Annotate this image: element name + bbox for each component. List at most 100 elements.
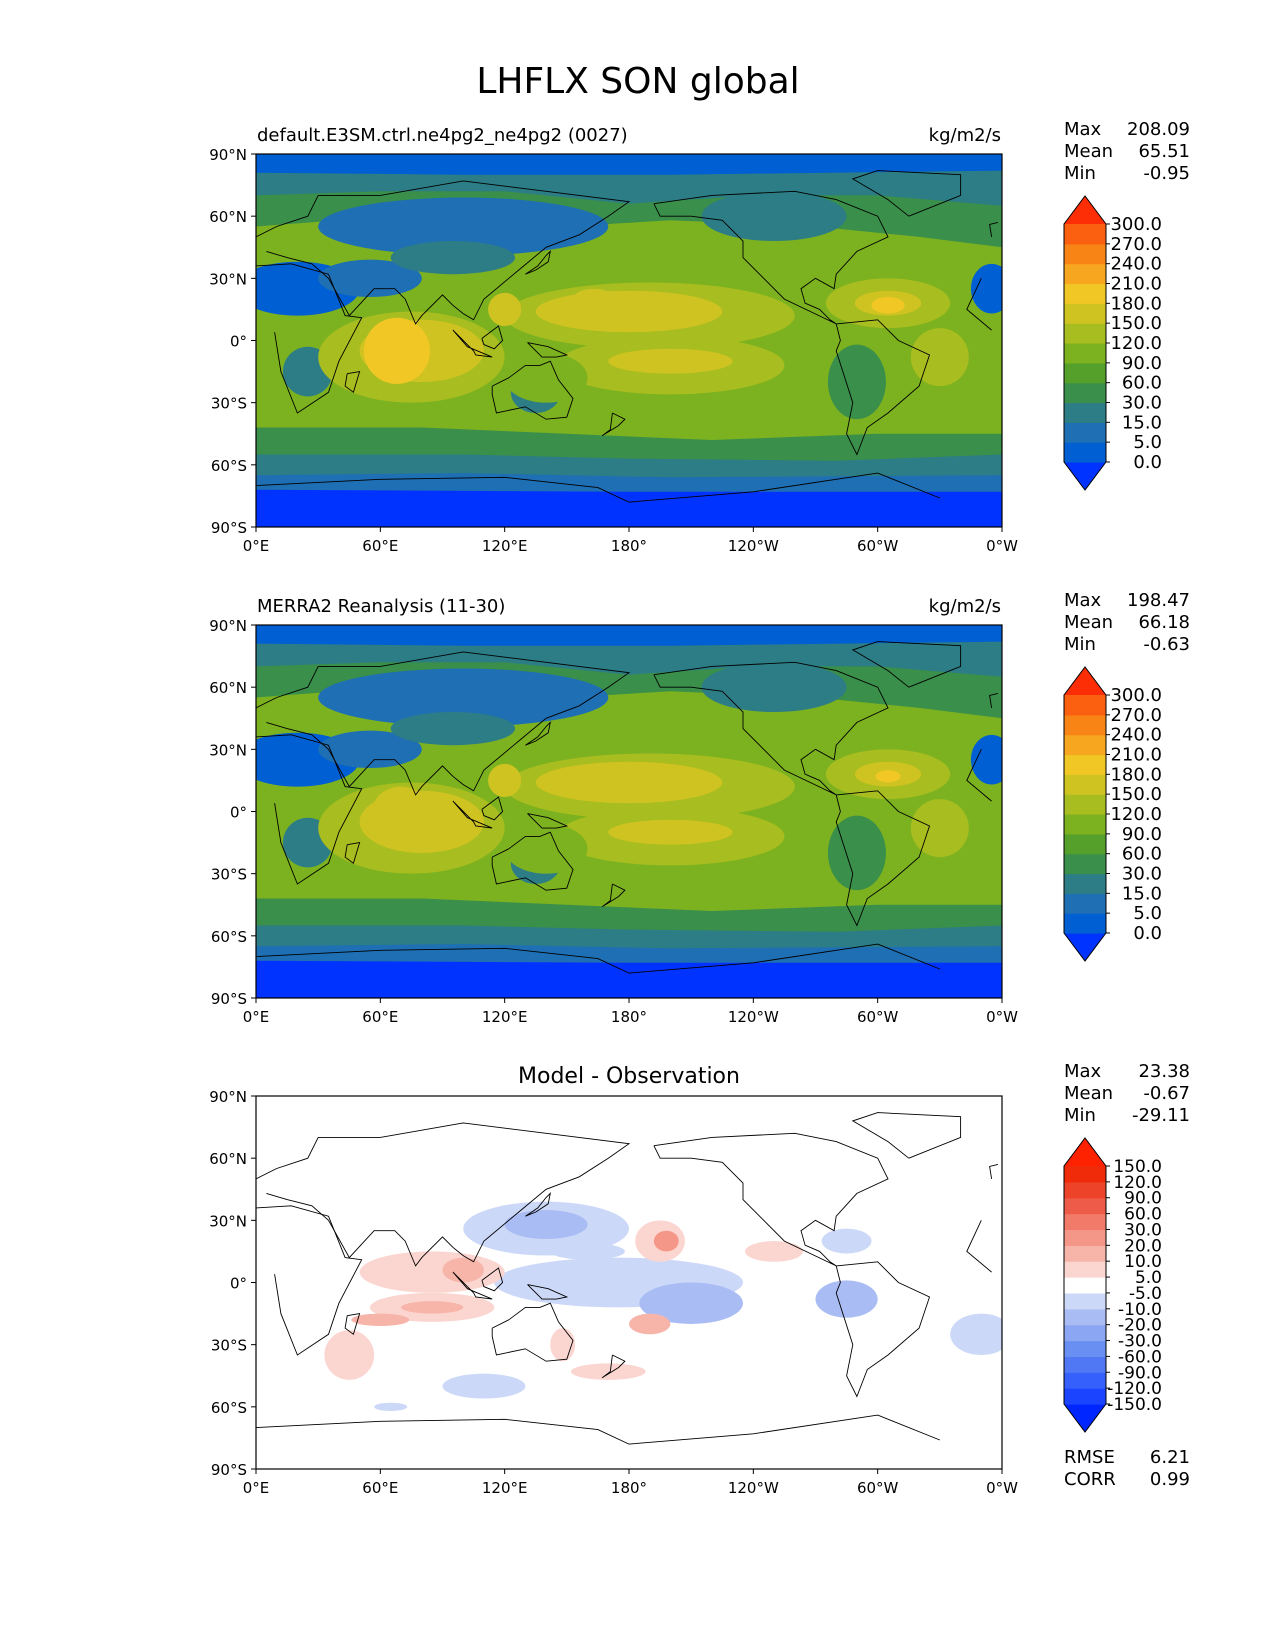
panel-obs-units: kg/m2/s [929,596,1001,617]
colorbar-tick-label: 0.0 [1133,923,1162,944]
colorbar-segment [1064,263,1106,285]
coastline [481,325,504,350]
lon-tick-label: 120°W [728,537,779,555]
south-atlantic [910,328,969,387]
north-pacific-b [535,290,723,333]
panel-diff-title: Model - Observation [518,1064,740,1089]
red-sp-small [629,1313,671,1335]
lon-tick-label: 120°E [482,1008,528,1026]
diff-stat-min-label: Min [1064,1105,1096,1126]
colorbar-tick-label: 60.0 [1124,1205,1162,1225]
colorbar-extend-max [1064,196,1106,224]
colorbar-segment [1064,1388,1106,1405]
lat-tick-label: 30°N [209,270,247,288]
colorbar-tick-label: 30.0 [1124,1220,1162,1240]
colorbar-tick-label: 5.0 [1133,432,1162,453]
obs-stat-mean-label: Mean [1064,612,1113,633]
lon-tick-label: 60°W [857,1479,899,1497]
colorbar-tick-label: -150.0 [1107,1395,1162,1415]
coastline [851,1112,962,1159]
coastline [601,1354,626,1379]
scs [488,763,522,797]
lon-tick-label: 120°E [482,537,528,555]
diff-stat-max: 23.38 [1138,1061,1190,1082]
south-pacific-b [608,348,733,374]
coral-sea [504,823,588,874]
coastline [851,170,962,217]
colorbar-segment [1064,1197,1106,1215]
lat-tick-label: 60°S [211,457,247,475]
colorbar-segment [1064,714,1106,736]
lat-tick-label: 60°S [211,1399,247,1417]
colorbar-tick-label: 90.0 [1124,1189,1162,1209]
colorbar-tick-label: 240.0 [1110,254,1162,275]
model-stats: Max 208.09 Mean 65.51 Min -0.95 [1064,119,1190,184]
coastline [491,831,574,891]
coastline [835,1261,931,1398]
coastline [989,221,999,237]
west-africa-sahara [970,263,1002,314]
coastline [452,800,493,829]
obs-field [256,625,1002,998]
colorbar-tick-label: -5.0 [1129,1284,1162,1304]
lat-tick-label: 90°S [211,990,247,1008]
blue-np-small [550,1243,625,1260]
lon-tick-label: 180° [611,1479,647,1497]
diff-stat-mean-label: Mean [1064,1083,1113,1104]
lat-tick-label: 60°N [209,1150,247,1168]
diff-stat-rmse: 6.21 [1150,1447,1190,1468]
diff-stat-corr-label: CORR [1064,1469,1116,1490]
diff-coastlines [256,1112,999,1445]
colorbar-tick-label: -10.0 [1118,1300,1162,1320]
colorbar-extend-min [1064,1404,1106,1432]
diff-colorbar: -150.0-120.0-90.0-60.0-30.0-20.0-10.0-5.… [1063,1137,1162,1433]
arabia [318,259,422,297]
colorbar-segment [1064,362,1106,384]
coastline [525,250,552,275]
colorbar-segment [1064,913,1106,934]
lat-tick-label: 30°S [211,395,247,413]
lon-tick-label: 0°W [986,537,1018,555]
blue-so-small [374,1402,408,1411]
band-polar [256,154,1002,175]
coastline [989,692,999,708]
lon-tick-label: 180° [611,1008,647,1026]
colorbar-tick-label: 240.0 [1110,725,1162,746]
coastline [653,661,889,796]
colorbar-tick-label: -90.0 [1118,1363,1162,1383]
colorbar-segment [1064,734,1106,756]
colorbar-segment [1064,814,1106,835]
model-stat-min: -0.95 [1143,163,1190,184]
colorbar-segment [1064,1229,1106,1246]
lon-tick-label: 0°E [243,1479,270,1497]
lat-tick-label: 30°S [211,866,247,884]
colorbar-tick-label: 0.0 [1133,452,1162,473]
colorbar-segment [1064,402,1106,423]
arabia [318,730,422,768]
diff-stat-rmse-label: RMSE [1064,1447,1115,1468]
lat-tick-label: 90°S [211,519,247,537]
panel-model-units: kg/m2/s [929,125,1001,146]
colorbar-extend-max [1064,667,1106,695]
panel-model-title: default.E3SM.ctrl.ne4pg2_ne4pg2 (0027) [257,125,628,146]
lat-tick-label: 90°N [209,1088,247,1106]
colorbar-tick-label: 150.0 [1110,784,1162,805]
lat-tick-label: 0° [230,804,247,822]
coastline [527,342,569,358]
colorbar-segment [1064,303,1106,324]
lat-tick-label: 60°N [209,208,247,226]
colorbar-extend-min [1064,933,1106,961]
lat-tick-label: 90°N [209,617,247,635]
obs-colorbar: 0.05.015.030.060.090.0120.0150.0180.0210… [1063,666,1162,962]
colorbar-tick-label: -120.0 [1107,1379,1162,1399]
red-mascarene [351,1313,410,1327]
lat-tick-label: 60°N [209,679,247,697]
red-indian-core [401,1301,464,1314]
north-america [701,662,847,713]
coastline [344,371,361,394]
coastline [527,813,569,829]
coastline [601,412,626,437]
diff-stat-min: -29.11 [1132,1105,1190,1126]
lat-tick-label: 30°N [209,741,247,759]
